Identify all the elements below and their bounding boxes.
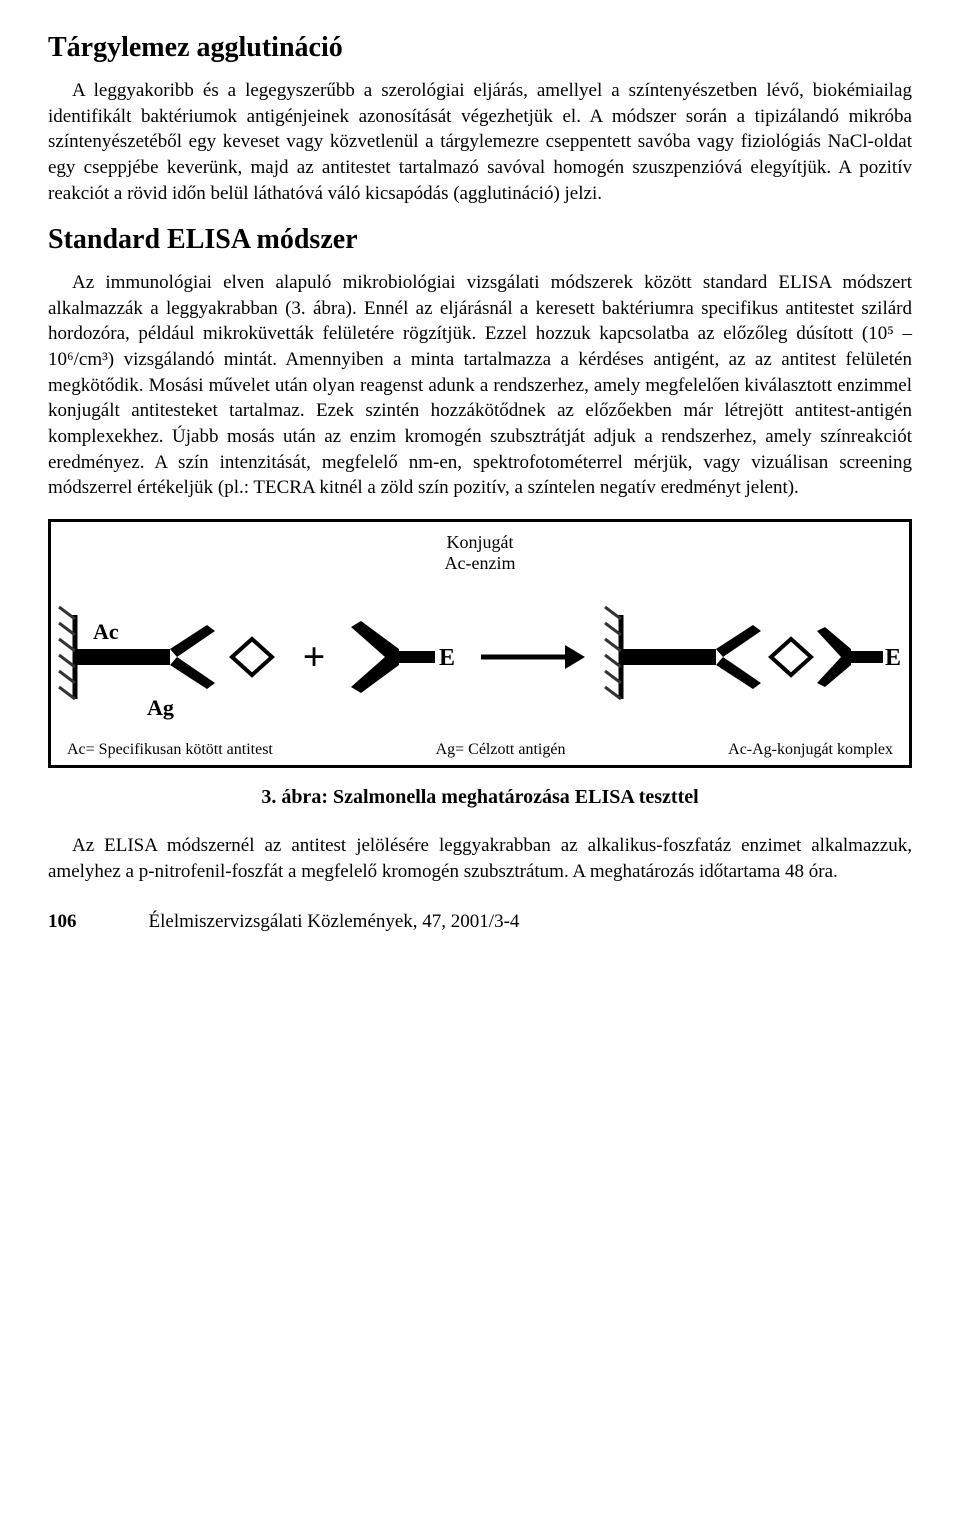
- section1-para1: A leggyakoribb és a legegyszerűbb a szer…: [48, 78, 912, 206]
- complex-icon: E: [603, 587, 903, 727]
- label-e-mid: E: [439, 645, 455, 671]
- figure-top-label-line2: Ac-enzim: [445, 553, 516, 573]
- figure-top-label: Konjugát Ac-enzim: [61, 532, 899, 573]
- section2-title: Standard ELISA módszer: [48, 224, 912, 256]
- antibody-bound-left-icon: Ac Ag: [57, 587, 287, 727]
- page-footer: 106 Élelmiszervizsgálati Közlemények, 47…: [48, 911, 912, 933]
- section2-para1: Az immunológiai elven alapuló mikrobioló…: [48, 270, 912, 501]
- label-e-right: E: [885, 645, 901, 671]
- section1-title: Tárgylemez agglutináció: [48, 32, 912, 64]
- legend-right: Ac-Ag-konjugát komplex: [728, 741, 893, 759]
- page: Tárgylemez agglutináció A leggyakoribb é…: [0, 0, 960, 965]
- figure-legend: Ac= Specifikusan kötött antitest Ag= Cél…: [61, 739, 899, 759]
- plus-icon: +: [303, 637, 326, 677]
- page-number: 106: [48, 911, 77, 933]
- figure-caption: 3. ábra: Szalmonella meghatározása ELISA…: [48, 786, 912, 809]
- figure-box: Konjugát Ac-enzim: [48, 519, 912, 768]
- label-ag: Ag: [147, 695, 174, 720]
- figure-top-label-line1: Konjugát: [447, 532, 514, 552]
- conjugate-antibody-icon: E: [341, 597, 461, 717]
- section3-para1: Az ELISA módszernél az antitest jelölésé…: [48, 833, 912, 884]
- label-ac-left: Ac: [93, 619, 119, 644]
- arrow-icon: [477, 637, 587, 677]
- legend-mid: Ag= Célzott antigén: [436, 741, 566, 759]
- figure-panel: Ac Ag + E: [61, 577, 899, 739]
- journal-ref: Élelmiszervizsgálati Közlemények, 47, 20…: [149, 911, 913, 933]
- legend-left: Ac= Specifikusan kötött antitest: [67, 741, 273, 759]
